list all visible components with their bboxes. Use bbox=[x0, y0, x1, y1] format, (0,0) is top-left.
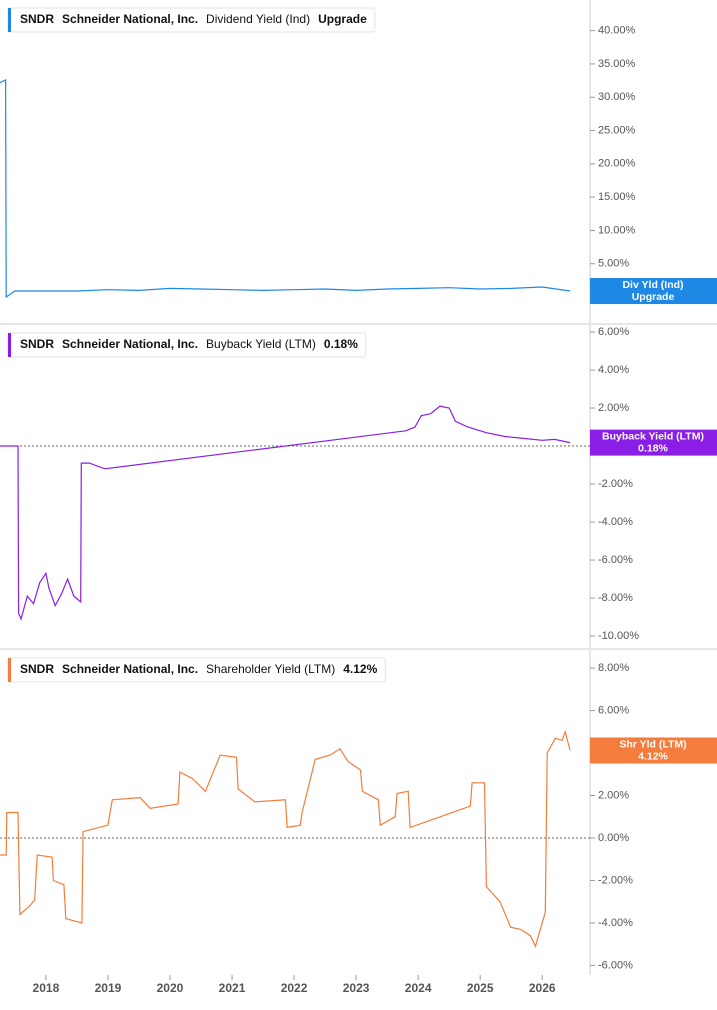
y-tick-label: 30.00% bbox=[598, 91, 636, 103]
x-tick-label: 2021 bbox=[219, 981, 246, 995]
y-tick-label: -2.00% bbox=[598, 874, 633, 886]
legend-text: SNDR bbox=[20, 12, 54, 26]
value-badge bbox=[590, 429, 717, 456]
x-tick-label: 2018 bbox=[33, 981, 60, 995]
legend-text: Dividend Yield (Ind) bbox=[206, 12, 310, 26]
y-tick-label: 2.00% bbox=[598, 789, 629, 801]
legend-text: SNDR bbox=[20, 337, 54, 351]
series-line bbox=[0, 405, 571, 621]
legend-swatch bbox=[8, 658, 11, 682]
y-tick-label: 0.00% bbox=[598, 832, 629, 844]
y-tick-label: 10.00% bbox=[598, 224, 636, 236]
legend-text: Schneider National, Inc. bbox=[62, 337, 198, 351]
x-tick-label: 2023 bbox=[343, 981, 370, 995]
x-tick-label: 2024 bbox=[405, 981, 432, 995]
x-tick-label: 2022 bbox=[281, 981, 308, 995]
y-tick-label: 25.00% bbox=[598, 124, 636, 136]
legend-text: 0.18% bbox=[324, 337, 358, 351]
x-tick-label: 2026 bbox=[529, 981, 556, 995]
value-badge bbox=[590, 737, 717, 764]
badge-value: 0.18% bbox=[638, 442, 668, 454]
y-tick-label: 35.00% bbox=[598, 58, 636, 70]
legend-swatch bbox=[8, 333, 11, 357]
y-tick-label: -8.00% bbox=[598, 592, 633, 604]
badge-name: Div Yld (Ind) bbox=[622, 279, 683, 291]
legend: SNDR Schneider National, Inc. Dividend Yie… bbox=[7, 7, 376, 33]
y-tick-label: -10.00% bbox=[598, 630, 639, 642]
y-tick-label: 20.00% bbox=[598, 158, 636, 170]
y-tick-label: -2.00% bbox=[598, 478, 633, 490]
badge-name: Buyback Yield (LTM) bbox=[602, 430, 704, 442]
y-tick-label: 15.00% bbox=[598, 191, 636, 203]
y-tick-label: 2.00% bbox=[598, 402, 629, 414]
y-tick-label: 5.00% bbox=[598, 258, 629, 270]
y-tick-label: 40.00% bbox=[598, 25, 636, 37]
value-badge bbox=[590, 278, 717, 305]
y-tick-label: 6.00% bbox=[598, 326, 629, 338]
x-tick-label: 2019 bbox=[95, 981, 122, 995]
y-tick-label: -4.00% bbox=[598, 917, 633, 929]
series-line bbox=[0, 729, 571, 948]
y-tick-label: 4.00% bbox=[598, 364, 629, 376]
badge-name: Shr Yld (LTM) bbox=[619, 738, 686, 750]
badge-value: Upgrade bbox=[632, 291, 675, 303]
legend-text: Schneider National, Inc. bbox=[62, 12, 198, 26]
legend-text: 4.12% bbox=[343, 662, 377, 676]
badge-value: 4.12% bbox=[638, 750, 668, 762]
legend-text: Shareholder Yield (LTM) bbox=[206, 662, 335, 676]
y-tick-label: 6.00% bbox=[598, 704, 629, 716]
legend-text: Schneider National, Inc. bbox=[62, 662, 198, 676]
legend-swatch bbox=[8, 8, 11, 32]
y-tick-label: 8.00% bbox=[598, 662, 629, 674]
legend: SNDR Schneider National, Inc. Buyback Yiel… bbox=[7, 332, 367, 358]
y-tick-label: -6.00% bbox=[598, 959, 633, 971]
series-line bbox=[0, 78, 571, 299]
x-tick-label: 2020 bbox=[157, 981, 184, 995]
y-tick-label: -4.00% bbox=[598, 516, 633, 528]
legend-text: SNDR bbox=[20, 662, 54, 676]
legend-text: Upgrade bbox=[318, 12, 367, 26]
legend: SNDR Schneider National, Inc. Shareholder … bbox=[7, 657, 386, 683]
legend-text: Buyback Yield (LTM) bbox=[206, 337, 316, 351]
x-tick-label: 2025 bbox=[467, 981, 494, 995]
y-tick-label: -6.00% bbox=[598, 554, 633, 566]
